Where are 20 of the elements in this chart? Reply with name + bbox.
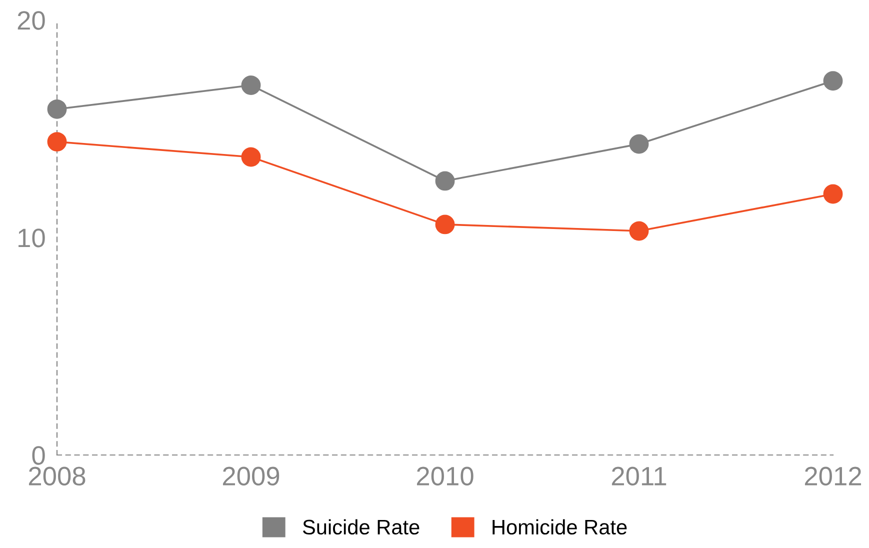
x-tick-label: 2011 [612,466,666,486]
legend-label: Homicide Rate [492,519,627,535]
y-tick-label: 10 [18,228,45,248]
point [47,99,67,119]
point [435,171,455,191]
point [435,214,455,234]
y-tick-label: 20 [18,11,45,30]
point [47,132,67,152]
point [629,134,649,154]
point [241,147,261,167]
x-tick-label: 2009 [222,466,280,486]
point [241,76,261,95]
point [823,184,843,204]
y-tick-label: 0 [32,446,45,465]
x-tick-label: 2010 [416,466,474,486]
legend-label: Suicide Rate [302,519,420,535]
x-tick-label: 2012 [804,466,862,486]
x-tick-label: 2008 [28,466,86,486]
point [823,71,843,91]
point [629,221,649,241]
